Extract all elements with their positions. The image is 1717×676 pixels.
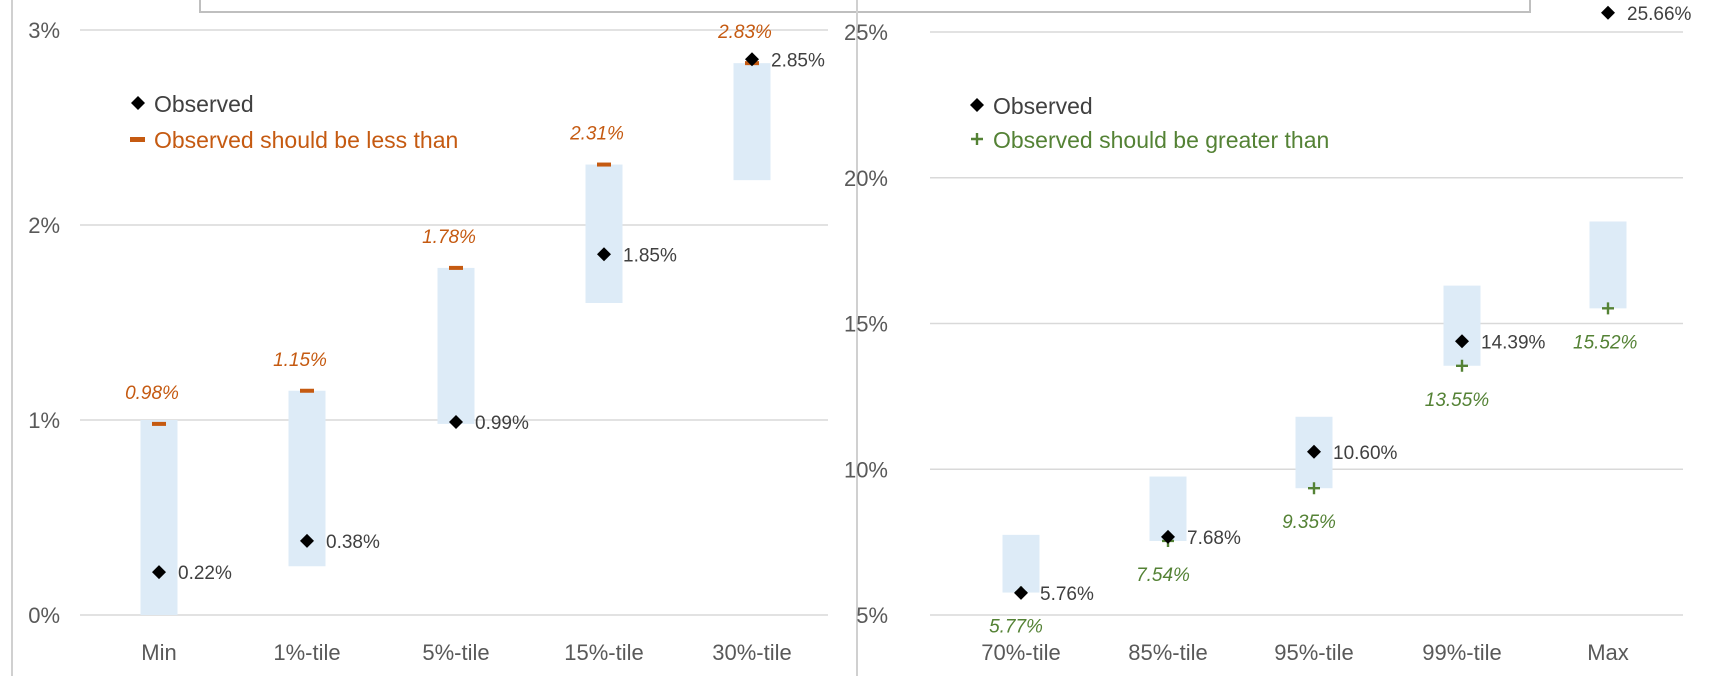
observed-marker [597, 247, 611, 262]
range-bar [140, 420, 178, 615]
x-category-label: 95%-tile [1274, 640, 1353, 665]
observed-value-label: 7.68% [1187, 528, 1241, 549]
right-panel: 5% 10% 15% 20% 25% 5.77% 7.54% 9.35% 13.55% 15.52… [844, 4, 1692, 665]
y-tick-label: 10% [844, 457, 888, 482]
observed-value-label: 25.66% [1627, 4, 1692, 25]
y-tick-label: 0% [28, 603, 60, 628]
observed-marker [449, 414, 463, 429]
y-tick-label: 2% [28, 213, 60, 238]
legend-bound-marker [130, 137, 145, 142]
observed-value-label: 0.38% [326, 532, 380, 553]
bound-value-label: 7.54% [1136, 565, 1190, 586]
legend-bound-marker [971, 133, 983, 145]
observed-value-label: 10.60% [1333, 443, 1398, 464]
y-tick-label: 20% [844, 166, 888, 191]
y-tick-label: 5% [856, 603, 888, 628]
x-category-label: 5%-tile [422, 640, 489, 665]
observed-value-label: 14.39% [1481, 332, 1546, 353]
bound-marker [1308, 482, 1320, 495]
observed-value-label: 0.99% [475, 413, 529, 434]
x-category-label: Min [141, 640, 176, 665]
bound-value-label: 5.77% [989, 617, 1043, 638]
legend-observed-marker [131, 96, 145, 110]
observed-marker [1307, 444, 1321, 459]
legend-bound-label: Observed should be less than [154, 127, 458, 153]
range-bar [1589, 221, 1627, 309]
bound-value-label: 9.35% [1282, 512, 1336, 533]
observed-marker [152, 565, 166, 580]
bound-marker [300, 388, 314, 393]
range-bar [437, 267, 475, 424]
x-category-label: 70%-tile [981, 640, 1060, 665]
observed-marker [1161, 529, 1175, 544]
bound-value-label: 13.55% [1425, 390, 1490, 411]
bound-value-label: 2.31% [569, 124, 624, 145]
bound-marker [449, 265, 463, 270]
observed-marker [745, 52, 759, 67]
range-bar [1002, 534, 1040, 593]
observed-marker [1455, 334, 1469, 349]
x-category-label: 15%-tile [564, 640, 643, 665]
bound-marker [152, 421, 166, 426]
y-tick-label: 3% [28, 18, 60, 43]
observed-value-label: 0.22% [178, 563, 232, 584]
legend-observed-label: Observed [154, 91, 254, 117]
bound-value-label: 2.83% [717, 22, 772, 43]
legend-observed-marker [970, 98, 984, 112]
observed-value-label: 1.85% [623, 245, 677, 266]
x-category-label: 99%-tile [1422, 640, 1501, 665]
x-category-label: 85%-tile [1128, 640, 1207, 665]
x-category-label: 30%-tile [712, 640, 791, 665]
top-frame [199, 0, 1531, 13]
observed-value-label: 5.76% [1040, 584, 1094, 605]
y-tick-label: 15% [844, 312, 888, 337]
bound-value-label: 1.78% [422, 227, 476, 248]
observed-marker [300, 533, 314, 548]
bound-marker [597, 162, 611, 167]
x-category-label: Max [1587, 640, 1629, 665]
legend-observed-label: Observed [993, 93, 1093, 119]
legend-bound-label: Observed should be greater than [993, 127, 1329, 153]
bound-marker [1602, 302, 1614, 315]
left-panel: 0% 1% 2% 3% 0.98% 1.15% 1.78% 2.31% 2.83% 0.22% 0.… [28, 18, 828, 665]
observed-value-label: 2.85% [771, 50, 825, 71]
bound-value-label: 0.98% [125, 383, 179, 404]
observed-marker [1601, 5, 1615, 20]
x-category-label: 1%-tile [273, 640, 340, 665]
bound-marker [1456, 359, 1468, 372]
bound-value-label: 1.15% [273, 350, 327, 371]
range-bar [733, 63, 771, 181]
range-bar [1443, 285, 1481, 366]
observed-marker [1014, 585, 1028, 600]
bound-value-label: 15.52% [1573, 332, 1638, 353]
y-tick-label: 1% [28, 408, 60, 433]
y-tick-label: 25% [844, 20, 888, 45]
range-bar [585, 164, 623, 303]
